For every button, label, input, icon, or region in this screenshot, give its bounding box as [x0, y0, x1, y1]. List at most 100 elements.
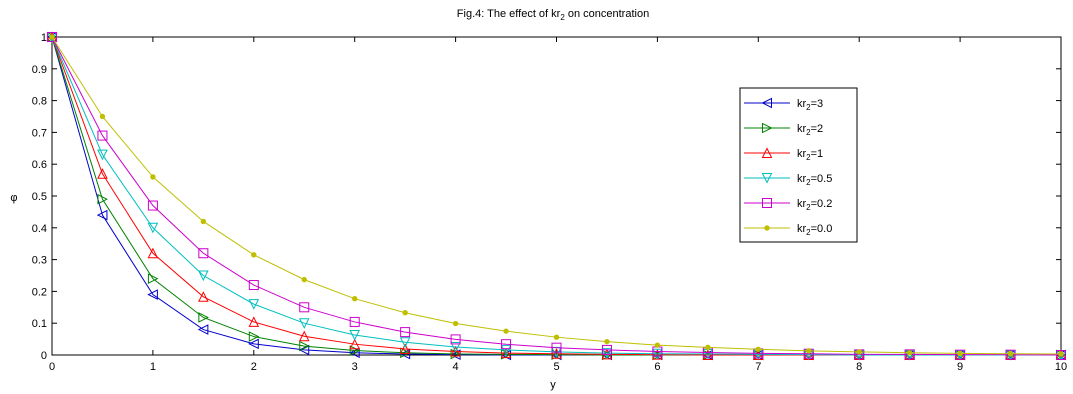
data-point — [248, 299, 260, 310]
data-point — [503, 328, 509, 334]
data-point — [147, 222, 159, 234]
data-point — [761, 147, 773, 158]
x-tick-label: 10 — [1055, 361, 1067, 373]
data-point — [147, 289, 158, 300]
legend-label-prefix: kr — [797, 123, 807, 135]
legend-label-subscript: 2 — [806, 203, 811, 212]
x-tick-label: 4 — [453, 361, 459, 373]
legend-label-suffix: =0.0 — [811, 223, 833, 235]
legend-label-suffix: =1 — [811, 148, 824, 160]
data-point — [450, 342, 461, 353]
legend-label: kr2=0.0 — [797, 223, 832, 237]
data-point — [553, 334, 560, 340]
legend-item: kr2=0.5 — [744, 173, 832, 187]
data-point — [761, 173, 773, 184]
data-point — [652, 348, 663, 360]
x-tick-label: 2 — [251, 361, 257, 373]
x-tick-label: 3 — [352, 361, 358, 373]
legend-item: kr2=2 — [744, 122, 823, 137]
data-point — [99, 113, 106, 120]
series-5 — [49, 34, 1064, 357]
data-point — [501, 339, 512, 350]
data-point — [906, 350, 913, 356]
data-point — [450, 334, 461, 345]
x-tick-label: 9 — [957, 361, 963, 373]
y-tick-label: 0.9 — [32, 64, 47, 76]
data-point — [856, 349, 862, 355]
data-point — [400, 327, 411, 338]
x-tick-label: 8 — [856, 361, 862, 373]
data-point — [349, 329, 361, 341]
data-point — [298, 330, 310, 342]
series-group — [46, 31, 1067, 361]
data-point — [1058, 351, 1064, 357]
plot-area — [51, 36, 1062, 356]
x-tick-label: 1 — [150, 361, 156, 373]
legend-label-subscript: 2 — [806, 228, 811, 237]
data-point — [551, 342, 562, 353]
data-point — [197, 324, 209, 335]
y-tick-label: 0.2 — [32, 286, 47, 298]
data-point — [806, 348, 812, 354]
legend-item: kr2=1 — [744, 147, 823, 162]
y-tick-label: 0.7 — [32, 127, 47, 139]
legend-item: kr2=3 — [744, 97, 823, 112]
data-point — [500, 344, 512, 356]
legend-label-prefix: kr — [797, 198, 807, 210]
data-point — [1005, 349, 1016, 360]
legend-label-subscript: 2 — [806, 153, 811, 162]
series-line — [51, 36, 1062, 356]
data-point — [1007, 351, 1014, 357]
legend-label: kr2=2 — [797, 123, 823, 137]
data-point — [349, 316, 360, 327]
legend-label: kr2=1 — [797, 148, 823, 162]
legend-label: kr2=0.5 — [797, 173, 832, 187]
data-point — [200, 218, 207, 225]
data-point — [147, 200, 158, 211]
data-point — [248, 280, 259, 291]
data-point — [452, 320, 459, 327]
data-point — [399, 348, 411, 360]
y-tick-label: 0.3 — [32, 255, 47, 267]
data-point — [764, 225, 770, 231]
y-tick-label: 1 — [41, 32, 47, 44]
data-point — [97, 193, 109, 205]
legend-box — [739, 87, 858, 243]
data-point — [654, 342, 661, 348]
legend-label-subscript: 2 — [806, 103, 811, 112]
y-tick-label: 0.8 — [32, 96, 47, 108]
data-point — [49, 34, 55, 40]
data-point — [601, 348, 613, 359]
data-point — [248, 316, 260, 327]
data-point — [299, 340, 310, 352]
data-point — [47, 32, 57, 42]
data-point — [601, 344, 612, 355]
legend-label-subscript: 2 — [806, 178, 811, 187]
chart-title-subscript: 2 — [560, 13, 565, 22]
y-tick-label: 0.5 — [32, 191, 47, 203]
data-point — [96, 209, 108, 221]
data-point — [301, 276, 307, 283]
data-point — [551, 348, 562, 359]
legend-label: kr2=3 — [797, 98, 823, 112]
y-tick-label: 0.4 — [32, 223, 47, 235]
data-point — [97, 149, 108, 161]
legend-label-suffix: =0.2 — [811, 198, 833, 210]
legend-label-suffix: =0.5 — [811, 173, 833, 185]
data-point — [450, 345, 461, 357]
data-point — [198, 248, 209, 259]
x-axis-label: y — [550, 379, 556, 391]
data-point — [500, 347, 512, 359]
data-point — [955, 349, 966, 360]
data-point — [349, 338, 361, 350]
data-point — [957, 350, 963, 357]
x-tick-label: 5 — [553, 361, 559, 373]
data-point — [147, 273, 159, 284]
x-tick-label: 7 — [755, 361, 761, 373]
x-tick-labels: 0 1 2 3 4 5 6 7 8 9 10 — [49, 361, 1067, 373]
data-point — [762, 198, 772, 208]
data-point — [150, 174, 156, 180]
data-point — [198, 312, 209, 323]
data-point — [248, 338, 259, 350]
